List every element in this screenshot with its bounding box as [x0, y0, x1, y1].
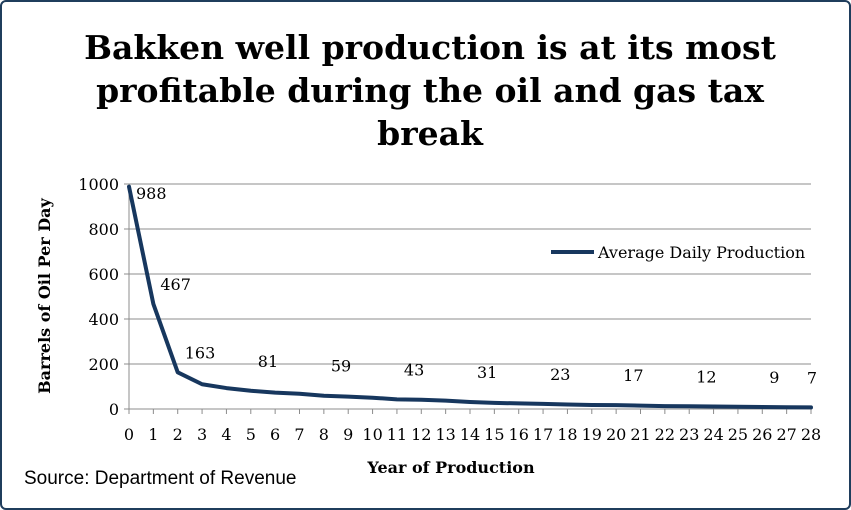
x-tick-labels: 0 1 2 3 4 5 6 7 8 9 10 11 12 13 14 15 16 17 18 19 20 21 22 23 24…	[124, 425, 821, 444]
y-tick-label: 400	[88, 310, 119, 329]
x-tick-label: 27	[776, 425, 796, 444]
x-tick-label: 21	[630, 425, 650, 444]
data-label: 467	[160, 275, 191, 294]
x-tick-label: 18	[557, 425, 577, 444]
data-label: 17	[623, 366, 643, 385]
x-tick-label: 10	[362, 425, 382, 444]
data-label: 23	[550, 365, 570, 384]
data-label: 59	[331, 357, 351, 376]
y-tick-label: 0	[109, 400, 119, 419]
x-axis-title: Year of Production	[366, 458, 535, 477]
x-tick-label: 16	[509, 425, 529, 444]
x-tick-label: 15	[484, 425, 504, 444]
x-tick-label: 1	[148, 425, 158, 444]
data-label: 31	[477, 363, 497, 382]
x-tick-label: 22	[655, 425, 675, 444]
y-tick-label: 1000	[78, 175, 119, 194]
x-tick-label: 26	[752, 425, 772, 444]
x-tick-label: 23	[679, 425, 699, 444]
chart-title: Bakken well production is at its most pr…	[84, 28, 776, 153]
x-tick-label: 9	[343, 425, 353, 444]
x-tick-label: 25	[728, 425, 748, 444]
data-label: 43	[404, 360, 424, 379]
y-tick-labels: 0 200 400 600 800 1000	[78, 175, 119, 419]
y-tick-label: 200	[88, 355, 119, 374]
x-tick-label: 7	[294, 425, 304, 444]
data-label: 163	[185, 343, 216, 362]
x-tick-label: 13	[435, 425, 455, 444]
x-tick-label: 2	[173, 425, 183, 444]
x-tick-label: 8	[319, 425, 329, 444]
x-tick-label: 11	[387, 425, 407, 444]
x-tick-label: 17	[533, 425, 553, 444]
x-tick-label: 4	[221, 425, 231, 444]
x-tick-label: 19	[582, 425, 602, 444]
y-tick-label: 800	[88, 220, 119, 239]
gridlines	[124, 183, 812, 414]
legend-label: Average Daily Production	[597, 243, 805, 262]
x-tick-label: 6	[270, 425, 280, 444]
data-labels: 988 467 163 81 59 43 31 23 17 12 9 7	[136, 184, 817, 387]
data-label: 7	[807, 368, 817, 387]
y-axis-title: Barrels of Oil Per Day	[35, 197, 54, 393]
data-label: 988	[136, 184, 167, 203]
data-label: 12	[696, 367, 716, 386]
x-tick-label: 5	[246, 425, 256, 444]
x-tick-label: 12	[411, 425, 431, 444]
series-lines	[127, 184, 813, 410]
data-label: 81	[258, 352, 278, 371]
x-tick-label: 0	[124, 425, 134, 444]
y-tick-label: 600	[88, 265, 119, 284]
x-tick-label: 14	[460, 425, 480, 444]
x-tick-label: 3	[197, 425, 207, 444]
source-note: Source: Department of Revenue	[24, 468, 297, 489]
legend: Average Daily Production	[551, 243, 805, 262]
x-tick-label: 24	[703, 425, 723, 444]
data-label: 9	[769, 368, 779, 387]
x-tick-label: 28	[801, 425, 821, 444]
x-tick-label: 20	[606, 425, 626, 444]
